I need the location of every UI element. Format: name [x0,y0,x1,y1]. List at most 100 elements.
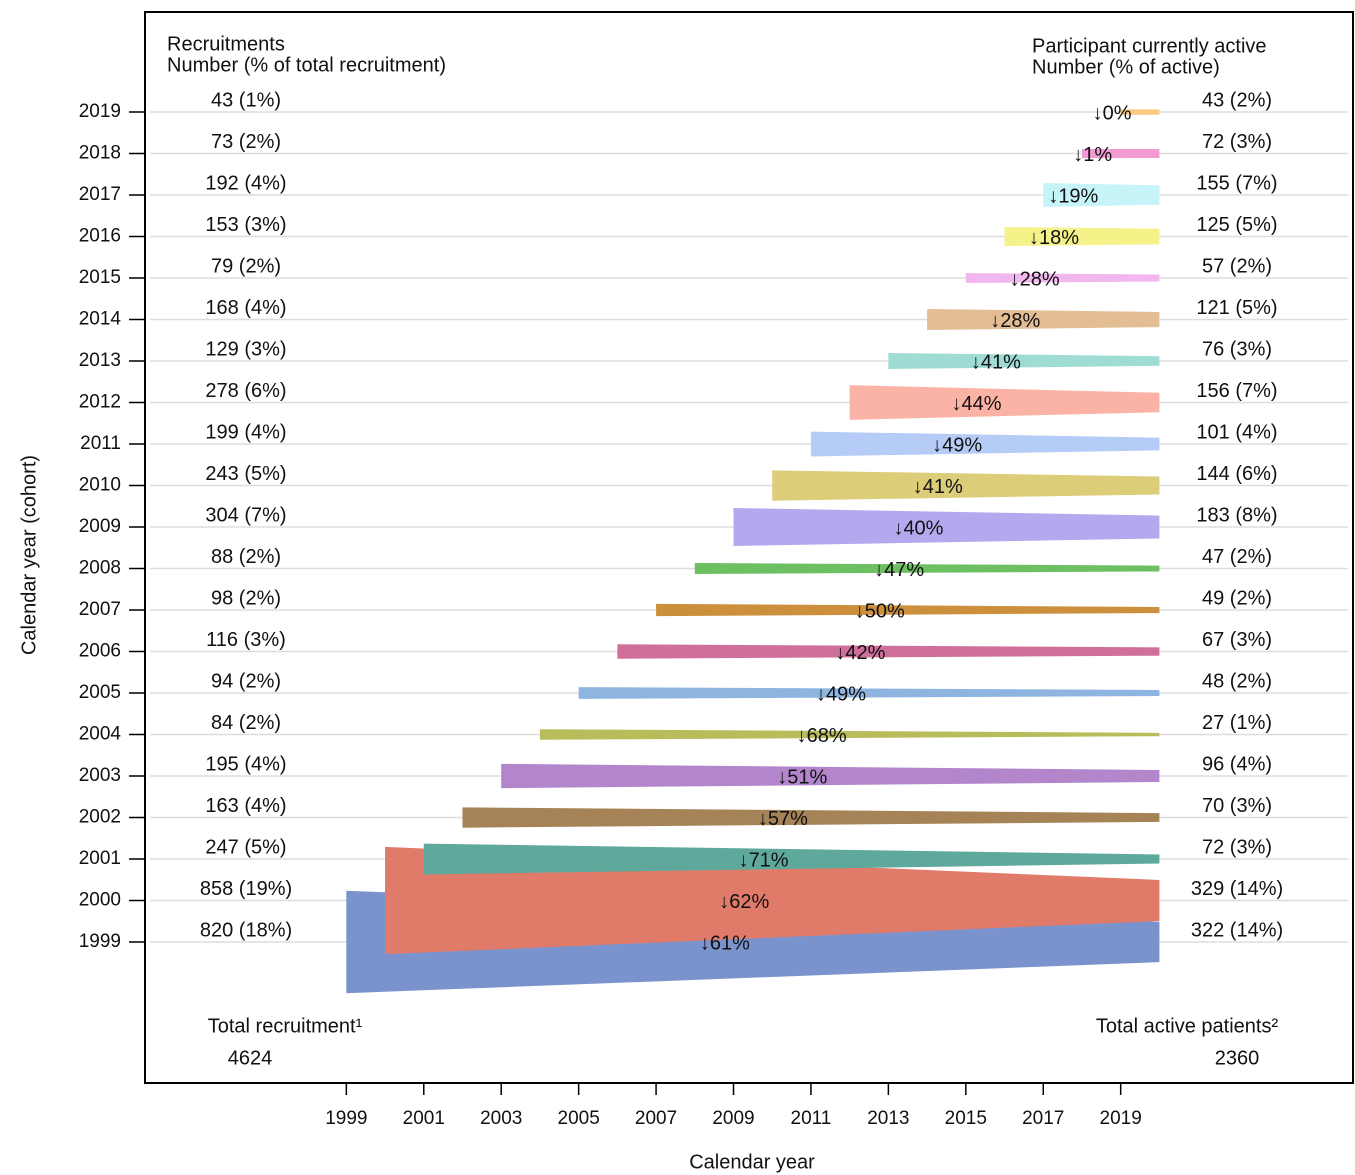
active-label: 125 (5%) [1196,214,1277,236]
decline-label: ↓19% [1048,185,1098,207]
x-tick-label: 2011 [791,1108,832,1129]
recruitment-label: 73 (2%) [211,131,281,153]
decline-label: ↓49% [932,434,982,456]
active-label: 96 (4%) [1202,753,1272,775]
y-tick-label: 2014 [79,309,122,330]
decline-label: ↓1% [1073,144,1112,166]
active-label: 43 (2%) [1202,89,1272,111]
x-tick-label: 1999 [325,1108,367,1129]
decline-label: ↓41% [913,476,963,498]
x-tick-label: 2007 [635,1108,677,1129]
active-label: 329 (14%) [1191,878,1283,900]
y-tick-label: 2005 [79,682,121,703]
recruitment-label: 153 (3%) [205,214,286,236]
x-tick-label: 2009 [712,1108,754,1129]
cohort-band [772,470,1160,501]
active-label: 72 (3%) [1202,131,1272,153]
cohort-band [810,431,1160,457]
recruitment-label: 168 (4%) [205,297,286,319]
active-label: 47 (2%) [1202,546,1272,568]
cohort-band [1004,226,1160,247]
y-tick-label: 2006 [79,641,121,662]
decline-label: ↓40% [893,517,943,539]
decline-label: ↓61% [700,932,750,954]
decline-label: ↓28% [990,310,1040,332]
recruitment-label: 304 (7%) [205,504,286,526]
decline-label: ↓41% [971,351,1021,373]
x-tick-label: 2005 [558,1108,600,1129]
y-tick-label: 2003 [79,765,121,786]
decline-label: ↓44% [952,393,1002,415]
y-tick-label: 2018 [79,143,121,164]
decline-label: ↓28% [1010,268,1060,290]
left-header-line2: Number (% of total recruitment) [167,54,446,76]
y-tick-label: 2016 [79,226,121,247]
recruitment-label: 98 (2%) [211,587,281,609]
cohort-band [1081,148,1160,159]
recruitment-label: 192 (4%) [205,172,286,194]
active-label: 48 (2%) [1202,670,1272,692]
active-label: 67 (3%) [1202,629,1272,651]
y-axis-label: Calendar year (cohort) [18,455,40,655]
y-tick-label: 2017 [79,184,121,205]
recruitment-label: 79 (2%) [211,255,281,277]
recruitment-label: 247 (5%) [205,836,286,858]
recruitment-label: 199 (4%) [205,421,286,443]
right-total-value: 2360 [1215,1047,1260,1069]
y-tick-label: 2019 [79,101,121,122]
x-tick-label: 2015 [945,1108,987,1129]
active-label: 155 (7%) [1196,172,1277,194]
recruitment-label: 820 (18%) [200,919,292,941]
cohort-band [733,508,1160,546]
recruitment-label: 195 (4%) [205,753,286,775]
recruitment-label: 278 (6%) [205,380,286,402]
decline-label: ↓62% [719,891,769,913]
y-tick-label: 1999 [79,931,121,952]
active-label: 49 (2%) [1202,587,1272,609]
x-tick-label: 2017 [1022,1108,1064,1129]
y-tick-label: 2001 [79,848,121,869]
decline-label: ↓47% [874,559,924,581]
decline-label: ↓57% [758,808,808,830]
decline-label: ↓71% [739,849,789,871]
recruitment-label: 94 (2%) [211,670,281,692]
left-total-value: 4624 [228,1047,273,1069]
active-label: 121 (5%) [1196,297,1277,319]
recruitment-label: 243 (5%) [205,463,286,485]
decline-label: ↓68% [797,725,847,747]
cohort-band [694,563,1160,574]
y-tick-label: 2015 [79,267,121,288]
cohort-band [501,763,1160,789]
y-tick-label: 2013 [79,350,121,371]
active-label: 101 (4%) [1196,421,1277,443]
y-tick-label: 2000 [79,890,121,911]
y-tick-label: 2011 [80,433,121,454]
y-tick-label: 2009 [79,516,121,537]
plot-frame [144,11,1354,1084]
cohort-band [1120,109,1160,115]
recruitment-label: 84 (2%) [211,712,281,734]
active-label: 27 (1%) [1202,712,1272,734]
y-tick-label: 2008 [79,558,121,579]
cohort-band [462,807,1160,828]
cohort-band [1043,183,1160,207]
cohort-band [656,603,1160,617]
recruitment-label: 129 (3%) [205,338,286,360]
x-tick-label: 2001 [403,1108,445,1129]
right-header-line1: Participant currently active [1032,35,1267,57]
cohort-band [965,273,1160,283]
decline-label: ↓42% [835,642,885,664]
right-header-line2: Number (% of active) [1032,56,1220,78]
y-tick-label: 2010 [79,475,121,496]
x-tick-label: 2003 [480,1108,522,1129]
y-tick-label: 2012 [79,392,121,413]
recruitment-label: 163 (4%) [205,795,286,817]
active-label: 322 (14%) [1191,919,1283,941]
cohort-band [539,729,1160,740]
y-tick-label: 2002 [79,807,121,828]
decline-label: ↓18% [1029,227,1079,249]
decline-label: ↓51% [777,766,827,788]
decline-label: ↓50% [855,600,905,622]
active-label: 183 (8%) [1196,504,1277,526]
